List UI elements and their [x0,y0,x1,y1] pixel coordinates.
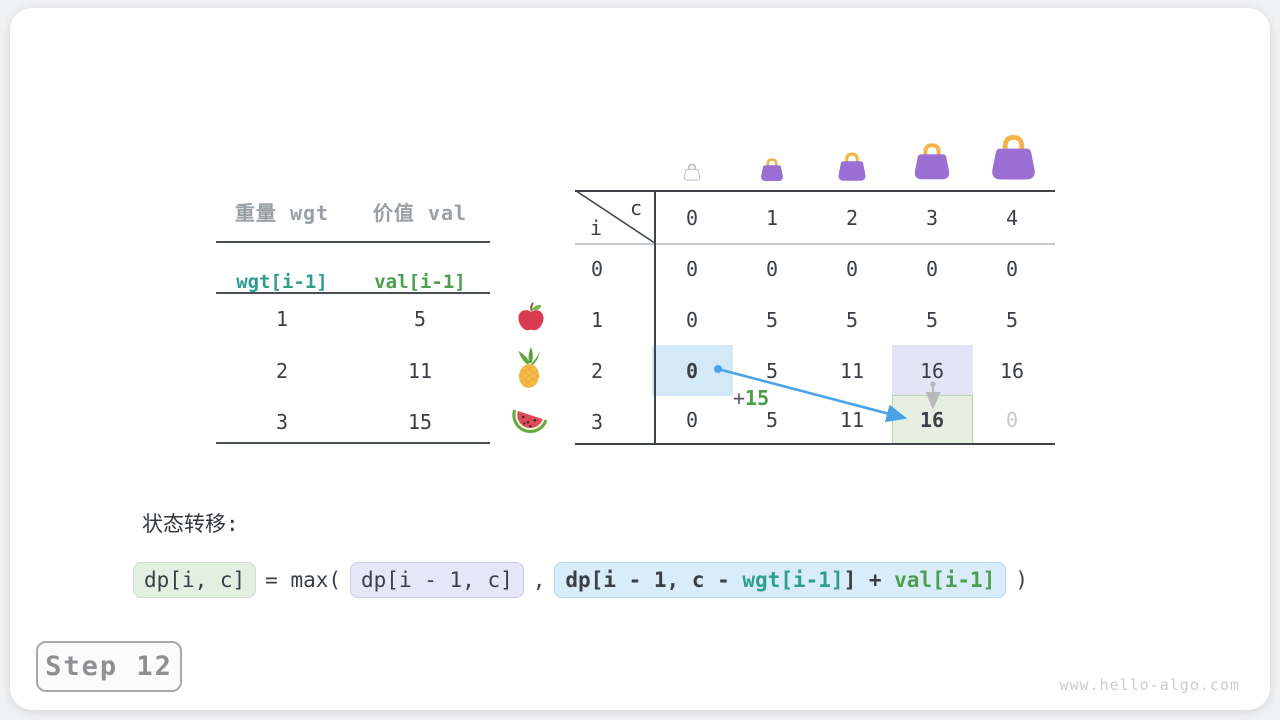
items-table-code-wgt: wgt[i-1] [236,271,328,293]
dp-cell-source: 0 [685,358,699,383]
items-table-rule-mid [216,292,490,294]
dp-cell: 11 [839,408,865,432]
formula-option2-val: val[i-1] [894,568,996,592]
bag-icon-3 [914,143,950,180]
dp-col-header: 2 [845,205,859,230]
bag-icon-2 [838,152,866,181]
bag-icon-4 [992,134,1035,180]
items-table-header-weight: 重量 wgt [234,200,330,225]
item-row-wgt: 1 [275,307,289,331]
dp-col-header: 4 [1005,205,1019,230]
dp-row-label: 0 [590,256,604,281]
dp-cell: 5 [765,307,779,332]
dp-table-vertical-rule [654,190,656,445]
dp-cell: 0 [685,256,699,281]
formula-option1-box: dp[i - 1, c] [350,562,524,598]
formula-option2-bracket: ] [843,568,857,592]
dp-cell: 5 [925,307,939,332]
dp-corner-col-var: c [630,196,643,220]
items-table-rule-bottom [216,442,490,444]
dp-cell: 0 [925,256,939,281]
transition-label: 状态转移: [142,512,239,536]
bag-icon-empty [683,163,701,181]
dp-col-header: 0 [685,205,699,230]
formula-option2-box: dp[i - 1, c - wgt[i-1]] + val[i-1] [554,562,1007,598]
item-row-wgt: 2 [275,359,289,383]
dp-cell: 11 [839,358,865,383]
dp-cell: 0 [1005,256,1019,281]
annotation-value: 15 [745,386,770,410]
formula-comma: , [532,568,546,592]
dp-cell: 16 [999,358,1025,383]
watermark: www.hello-algo.com [1059,676,1240,694]
item-row-val: 5 [413,307,427,331]
dp-table-header-rule [575,243,1055,245]
formula-option2-wgt: wgt[i-1] [742,568,844,592]
dp-table-top-rule [575,190,1055,192]
dp-table-bottom-rule [575,443,1055,445]
item-row-wgt: 3 [275,410,289,434]
watermelon-icon [512,409,548,433]
item-row-val: 11 [407,359,433,383]
dp-cell-pending: 0 [1005,408,1019,432]
items-table-rule-top [216,241,490,243]
step-badge: Step 12 [36,641,182,692]
apple-icon [518,302,544,331]
items-table-header-value: 价值 val [372,200,468,225]
content-card [10,8,1270,710]
item-row-val: 15 [407,410,433,434]
dp-cell-inherit: 16 [919,358,945,383]
dp-cell: 0 [765,256,779,281]
bag-icon-1 [761,158,783,181]
dp-cell: 5 [845,307,859,332]
dp-row-label: 2 [590,358,604,383]
dp-col-header: 3 [925,205,939,230]
dp-row-label: 3 [590,409,604,434]
dp-row-label: 1 [590,307,604,332]
dp-cell-target: 16 [919,408,945,432]
formula-eq-max: = max( [265,568,342,592]
dp-corner-row-var: i [590,216,603,240]
formula-lhs-box: dp[i, c] [133,562,257,598]
formula-close-paren: ) [1015,568,1028,592]
annotation-plus: + [733,386,746,410]
pineapple-icon [518,347,540,388]
transfer-annotation: +15 [733,386,769,410]
dp-cell: 5 [1005,307,1019,332]
dp-cell: 0 [685,307,699,332]
dp-cell: 0 [845,256,859,281]
dp-col-header: 1 [765,205,779,230]
transition-formula: dp[i, c] = max( dp[i - 1, c] , dp[i - 1,… [133,560,1028,600]
formula-option2-prefix: dp[i - 1, c - [565,568,743,592]
items-table-code-val: val[i-1] [374,271,466,293]
dp-cell: 0 [685,408,699,432]
formula-option2-plus: + [856,568,895,592]
